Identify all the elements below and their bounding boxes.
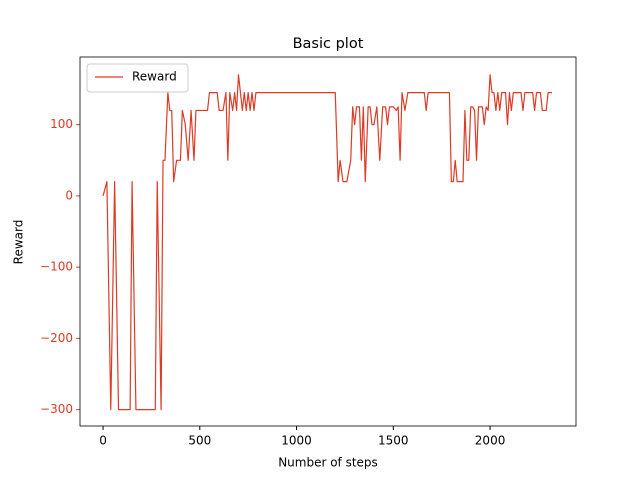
y-axis-label: Reward	[12, 220, 26, 265]
y-tick-label: 100	[50, 117, 73, 131]
y-tick-label: 0	[65, 188, 73, 202]
y-tick-label: −300	[40, 402, 73, 416]
x-axis-label: Number of steps	[278, 456, 378, 470]
x-tick-label: 1000	[281, 434, 312, 448]
x-tick-label: 0	[99, 434, 107, 448]
x-tick-label: 2000	[475, 434, 506, 448]
y-tick-label: −200	[40, 331, 73, 345]
data-line	[102, 74, 552, 411]
legend-box	[86, 63, 189, 93]
chart-title: Basic plot	[293, 36, 364, 52]
plot-frame	[79, 56, 577, 427]
x-tick-label: 1500	[378, 434, 409, 448]
y-tick-label: −100	[40, 260, 73, 274]
legend-label: Reward	[132, 70, 177, 84]
x-tick-label: 500	[188, 434, 211, 448]
